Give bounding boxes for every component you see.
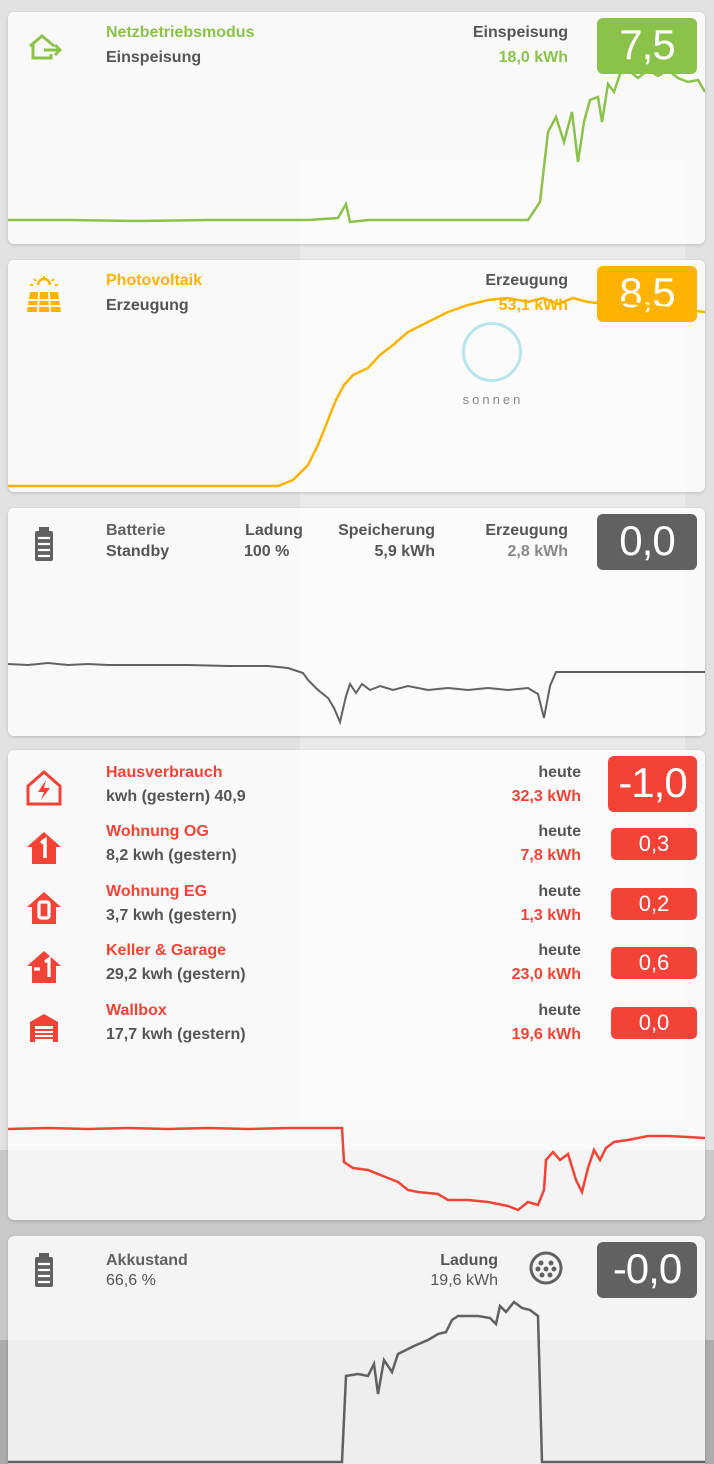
grid-mode: Einspeisung [106, 49, 202, 66]
consumption-row-today-value: 19,6 kWh [511, 1026, 581, 1043]
battery-storage-value: 5,9 kWh [374, 543, 435, 560]
ev-charge-value: 19,6 kWh [430, 1272, 498, 1289]
consumption-row-title: Wohnung OG [106, 823, 209, 840]
consumption-row-title: Wallbox [106, 1002, 167, 1019]
consumption-row-sub: 29,2 kwh (gestern) [106, 966, 246, 983]
battery-title: Batterie [106, 522, 166, 539]
consumption-row-sub: 3,7 kwh (gestern) [106, 907, 237, 924]
ev-soc-value: 66,6 % [106, 1272, 156, 1289]
consumption-row-today-label: heute [538, 823, 581, 840]
consumption-power-badge: 0,6 [611, 947, 697, 979]
consumption-chart [8, 750, 705, 1220]
floor-1-icon [24, 828, 64, 868]
solar-panel-icon [24, 276, 64, 316]
garage-icon [24, 1008, 64, 1048]
ev-power-badge: -0,0 [597, 1242, 697, 1298]
grid-card[interactable]: Netzbetriebsmodus Einspeisung Einspeisun… [8, 12, 705, 244]
ev-chart [8, 1236, 705, 1464]
consumption-row-sub: kwh (gestern) 40,9 [106, 788, 246, 805]
grid-right-label: Einspeisung [472, 24, 568, 41]
consumption-row-today-label: heute [538, 883, 581, 900]
battery-charge-value: 100 % [244, 543, 290, 560]
grid-right-value: 18,0 kWh [498, 49, 568, 66]
battery-production-label: Erzeugung [485, 522, 568, 539]
consumption-power-badge: -1,0 [608, 756, 697, 812]
consumption-row-title: Keller & Garage [106, 942, 227, 959]
consumption-row-today-label: heute [538, 1002, 581, 1019]
grid-power-badge: 7,5 [597, 18, 697, 74]
consumption-power-badge: 0,0 [611, 1007, 697, 1039]
consumption-row-today-value: 32,3 kWh [511, 788, 581, 805]
battery-card[interactable]: Batterie Standby Ladung 100 % Speicherun… [8, 508, 705, 736]
pv-card[interactable]: Photovoltaik Erzeugung Erzeugung 53,1 kW… [8, 260, 705, 492]
battery-power-badge: 0,0 [597, 514, 697, 570]
consumption-card[interactable]: Hausverbrauch kwh (gestern) 40,9 heute 3… [8, 750, 705, 1220]
pv-title: Photovoltaik [106, 272, 203, 289]
consumption-row-today-value: 1,3 kWh [520, 907, 581, 924]
battery-icon [24, 524, 64, 564]
battery-production-value: 2,8 kWh [507, 543, 568, 560]
sonnen-logo [462, 322, 522, 382]
grid-title: Netzbetriebsmodus [106, 24, 255, 41]
consumption-row-today-label: heute [538, 764, 581, 781]
pv-chart [8, 260, 705, 492]
ev-title: Akkustand [106, 1252, 188, 1269]
export-house-icon [24, 28, 64, 68]
battery-icon [24, 1250, 64, 1290]
consumption-row-today-label: heute [538, 942, 581, 959]
consumption-row-today-value: 7,8 kWh [520, 847, 581, 864]
pv-mode: Erzeugung [106, 297, 189, 314]
consumption-row-title: Wohnung EG [106, 883, 208, 900]
battery-charge-label: Ladung [245, 522, 303, 539]
battery-chart [8, 508, 705, 736]
floor-minus1-icon [24, 947, 64, 987]
battery-storage-label: Speicherung [338, 522, 435, 539]
ev-card[interactable]: Akkustand 66,6 % Ladung 19,6 kWh -0,0 [8, 1236, 705, 1464]
ev-connector-icon [528, 1250, 564, 1286]
house-bolt-icon [24, 768, 64, 808]
consumption-power-badge: 0,3 [611, 828, 697, 860]
grid-chart [8, 12, 705, 244]
consumption-row-today-value: 23,0 kWh [511, 966, 581, 983]
consumption-power-badge: 0,2 [611, 888, 697, 920]
consumption-row-sub: 8,2 kwh (gestern) [106, 847, 237, 864]
pv-right-label: Erzeugung [485, 272, 568, 289]
sonnen-logo-text: sonnen [462, 392, 524, 407]
consumption-row-title: Hausverbrauch [106, 764, 223, 781]
consumption-row-sub: 17,7 kwh (gestern) [106, 1026, 246, 1043]
battery-status: Standby [106, 543, 170, 560]
ev-charge-label: Ladung [440, 1252, 498, 1269]
floor-0-icon [24, 888, 64, 928]
